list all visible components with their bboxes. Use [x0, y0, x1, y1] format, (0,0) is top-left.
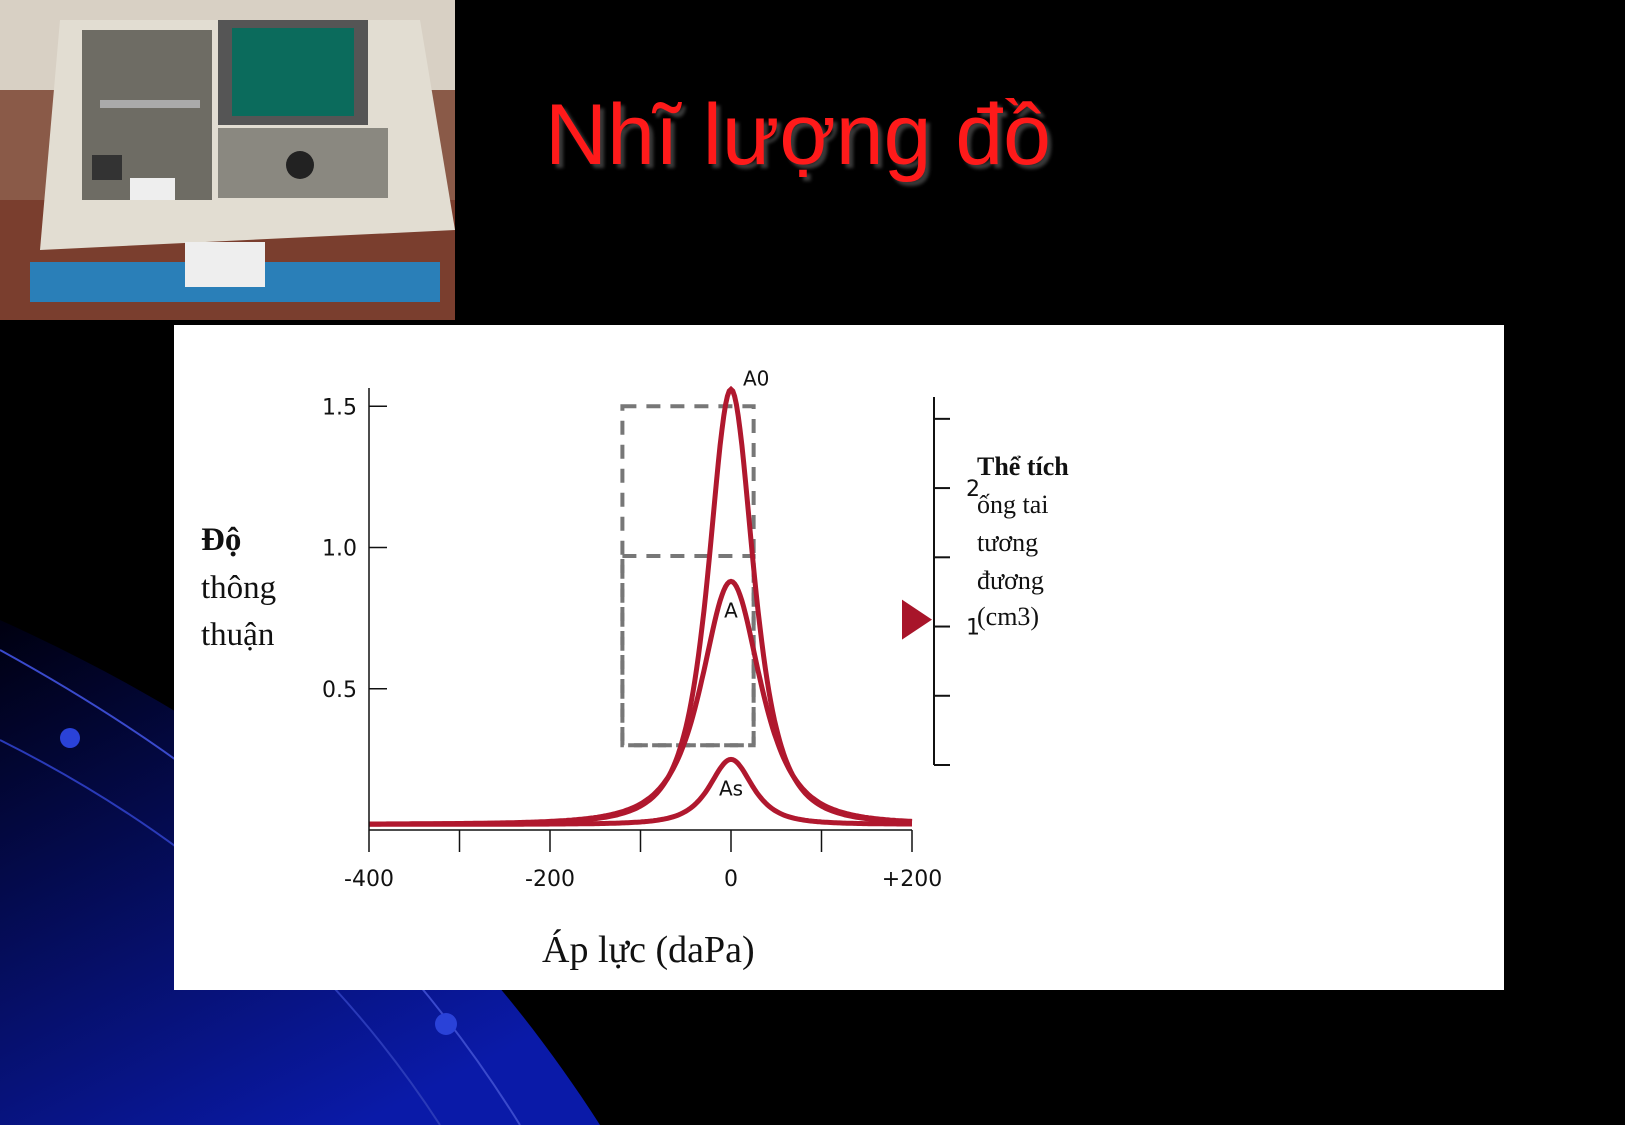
tympanometer-device-photo	[0, 0, 455, 320]
curve-a0	[369, 385, 913, 827]
y-tick-label: 1.0	[322, 537, 357, 562]
volume-label-line-3: tương	[977, 528, 1038, 557]
volume-label-line-5: (cm3)	[977, 602, 1039, 631]
curve-a	[369, 578, 913, 827]
x-tick-label: +200	[882, 867, 942, 892]
volume-label-line-2: ống tai	[977, 490, 1049, 519]
swoosh-dot-1	[60, 728, 80, 748]
x-tick-label: 0	[724, 867, 738, 892]
y-axis-label-line-1: Độ	[201, 522, 241, 558]
y-axis-label-line-3: thuận	[201, 617, 274, 653]
volume-label-line-1: Thể tích	[977, 452, 1069, 481]
volume-label-line-4: đương	[977, 566, 1044, 595]
y-tick-label: 0.5	[322, 678, 357, 703]
dashed-box	[620, 404, 756, 748]
x-axis-label: Áp lực (daPa)	[542, 929, 755, 971]
x-tick-label: -200	[525, 867, 575, 892]
x-tick-label: -400	[344, 867, 394, 892]
volume-marker-triangle	[902, 599, 932, 640]
peak-label-as: As	[719, 776, 743, 800]
chart-panel: 0.5 1.0 1.5 -400 -200 0 +200 1 2 A0 A As Độ thông …	[174, 325, 1504, 990]
peak-label-a0: A0	[743, 366, 769, 390]
y-tick-label: 1.5	[322, 395, 357, 420]
right-tick-label: 2	[966, 477, 980, 502]
curve-as	[369, 756, 912, 827]
slide-title: Nhĩ lượng đồ	[545, 87, 1052, 183]
swoosh-dot-2	[435, 1013, 457, 1035]
right-tick-label: 1	[966, 616, 980, 641]
y-axis-label-line-2: thông	[201, 570, 276, 606]
peak-label-a: A	[724, 598, 738, 622]
